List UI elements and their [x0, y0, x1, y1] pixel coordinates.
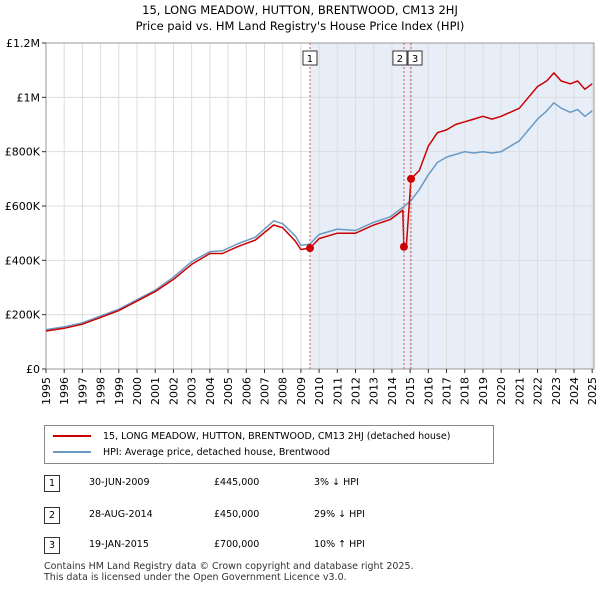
x-tick-label: 2014	[386, 377, 399, 405]
x-tick-label: 2016	[422, 377, 435, 405]
x-tick-label: 2007	[258, 377, 271, 405]
x-tick-label: 1999	[113, 377, 126, 405]
transaction-row: 3 19-JAN-2015 £700,000 10% ↑ HPI	[44, 537, 444, 555]
x-tick-label: 1995	[40, 377, 53, 405]
x-tick-label: 2010	[313, 377, 326, 405]
hpi-series-line	[45, 102, 593, 331]
x-tick-label: 2006	[240, 377, 253, 405]
legend-label-hpi: HPI: Average price, detached house, Bren…	[103, 446, 331, 458]
sale-label-text: 1	[307, 54, 313, 65]
x-tick-label: 2009	[295, 377, 308, 405]
transaction-price: £445,000	[214, 477, 260, 488]
sale-label-box	[392, 50, 408, 66]
transaction-price: £450,000	[214, 509, 260, 520]
x-tick-label: 1996	[58, 377, 71, 405]
transaction-number: 1	[44, 475, 60, 492]
legend-label-property: 15, LONG MEADOW, HUTTON, BRENTWOOD, CM13…	[103, 430, 451, 442]
transaction-row: 2 28-AUG-2014 £450,000 29% ↓ HPI	[44, 507, 444, 525]
x-tick-label: 2024	[568, 377, 581, 405]
sale-label-text: 2	[397, 54, 403, 65]
legend-item-property: 15, LONG MEADOW, HUTTON, BRENTWOOD, CM13…	[53, 429, 450, 443]
transaction-number: 2	[44, 507, 60, 524]
y-tick-label: £800K	[5, 146, 41, 159]
legend-swatch-hpi	[53, 451, 91, 453]
footer-license: This data is licensed under the Open Gov…	[44, 572, 347, 583]
transaction-price: £700,000	[214, 539, 260, 550]
sale-point	[399, 242, 408, 251]
sale-label-box	[302, 50, 318, 66]
x-tick-label: 2013	[368, 377, 381, 405]
price-chart: £0 £200K £400K £600K £800K £1M £1.2M 1995 1996 19…	[5, 37, 599, 405]
x-tick-label: 2012	[350, 377, 363, 405]
chart-title: 15, LONG MEADOW, HUTTON, BRENTWOOD, CM13…	[142, 3, 458, 17]
x-tick-label: 2005	[222, 377, 235, 405]
y-tick-label: £600K	[5, 200, 41, 213]
sale-label-box	[407, 50, 423, 66]
y-tick-label: £0	[26, 363, 40, 376]
x-tick-label: 2019	[477, 377, 490, 405]
x-tick-label: 2021	[513, 377, 526, 405]
sale-point	[407, 174, 416, 183]
x-tick-label: 1998	[95, 377, 108, 405]
x-tick-label: 2011	[331, 377, 344, 405]
transaction-date: 30-JUN-2009	[89, 477, 150, 488]
x-tick-label: 2008	[277, 377, 290, 405]
x-tick-label: 2001	[149, 377, 162, 405]
x-tick-label: 2002	[167, 377, 180, 405]
property-series-line	[45, 72, 593, 332]
x-tick-label: 2017	[441, 377, 454, 405]
sale-point	[305, 244, 314, 253]
legend-item-hpi: HPI: Average price, detached house, Bren…	[53, 445, 330, 459]
x-tick-label: 2025	[586, 377, 599, 405]
x-tick-label: 2000	[131, 377, 144, 405]
x-tick-label: 2020	[495, 377, 508, 405]
y-tick-label: £200K	[5, 309, 41, 322]
x-tick-label: 2015	[404, 377, 417, 405]
x-tick-label: 2018	[459, 377, 472, 405]
y-tick-label: £400K	[5, 254, 41, 267]
x-tick-label: 2023	[550, 377, 563, 405]
transaction-date: 19-JAN-2015	[89, 539, 149, 550]
y-tick-label: £1M	[17, 91, 41, 104]
sale-label-text: 3	[412, 54, 418, 65]
footer-copyright: Contains HM Land Registry data © Crown c…	[44, 561, 414, 572]
transaction-hpi: 29% ↓ HPI	[314, 509, 365, 520]
footer: Contains HM Land Registry data © Crown c…	[44, 561, 414, 583]
x-tick-label: 2004	[204, 377, 217, 405]
x-tick-label: 2022	[532, 377, 545, 405]
legend-swatch-property	[53, 435, 91, 437]
transaction-date: 28-AUG-2014	[89, 509, 153, 520]
x-tick-label: 1997	[76, 377, 89, 405]
legend: 15, LONG MEADOW, HUTTON, BRENTWOOD, CM13…	[44, 425, 494, 464]
x-tick-label: 2003	[186, 377, 199, 405]
transaction-hpi: 3% ↓ HPI	[314, 477, 359, 488]
transaction-number: 3	[44, 537, 60, 554]
transaction-hpi: 10% ↑ HPI	[314, 539, 365, 550]
y-tick-label: £1.2M	[6, 37, 40, 50]
chart-subtitle: Price paid vs. HM Land Registry's House …	[135, 19, 465, 33]
transaction-row: 1 30-JUN-2009 £445,000 3% ↓ HPI	[44, 475, 444, 493]
